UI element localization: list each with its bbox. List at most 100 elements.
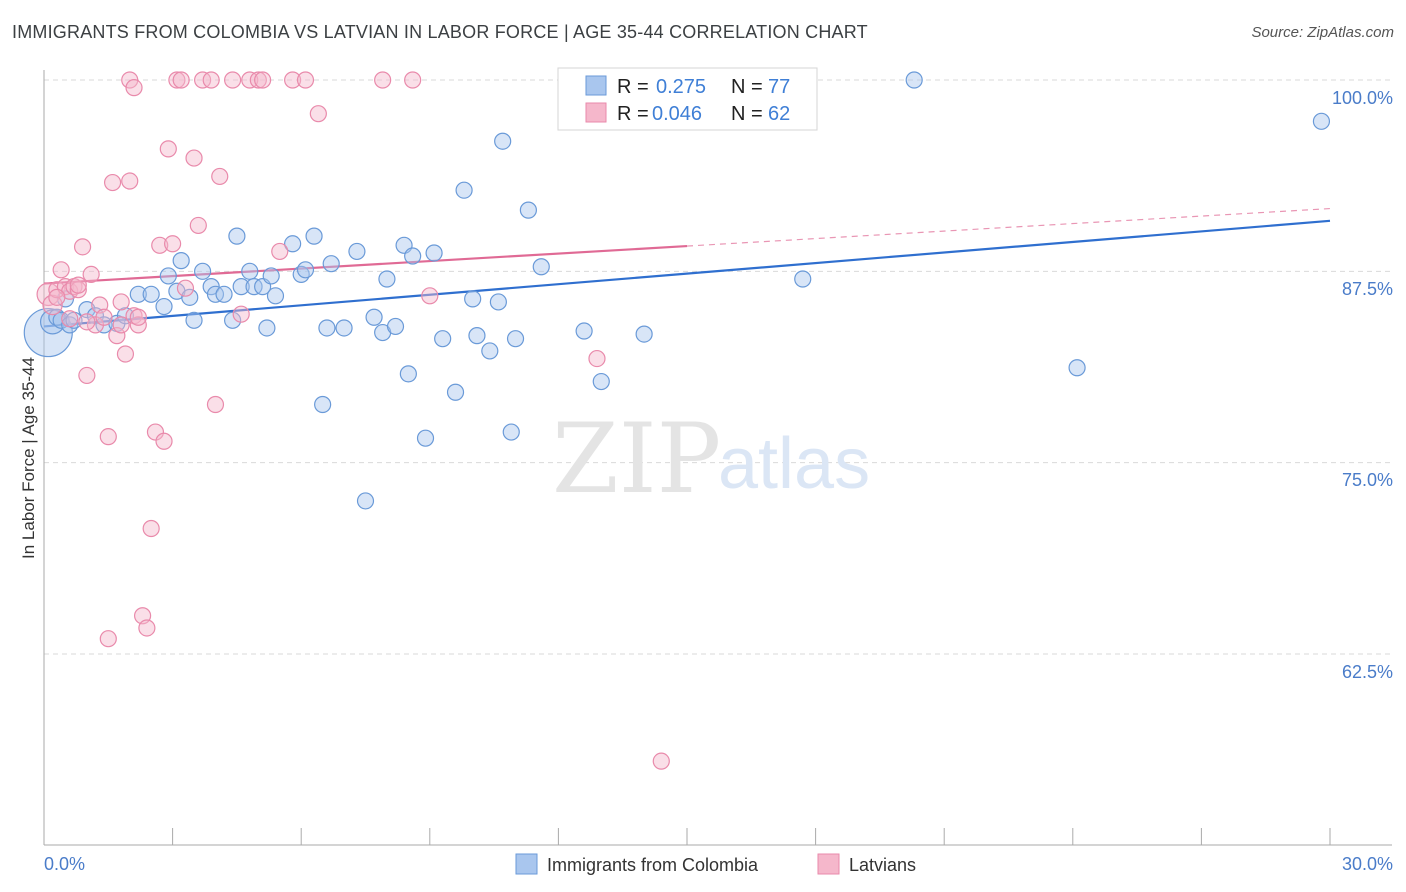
point-pink-24: [138, 619, 156, 637]
point-blue-42: [356, 492, 375, 510]
point-pink-59: [112, 316, 130, 334]
point-pink-41: [232, 305, 250, 323]
point-blue-53: [446, 383, 465, 401]
point-blue-52: [434, 330, 452, 348]
legend-n-label-blue: N =: [731, 76, 763, 98]
point-pink-30: [164, 235, 182, 253]
series-latvians-points: [36, 71, 670, 770]
point-blue-59: [494, 132, 512, 150]
point-blue-36: [305, 227, 323, 245]
point-pink-34: [185, 149, 203, 167]
point-blue-13: [142, 285, 160, 303]
point-blue-60: [502, 423, 520, 441]
point-blue-23: [215, 285, 233, 303]
point-pink-26: [146, 423, 165, 441]
point-pink-53: [652, 752, 670, 770]
legend-r-label-pink: R =: [617, 103, 649, 125]
point-pink-27: [151, 236, 169, 254]
point-blue-51: [425, 244, 443, 262]
y-tick-label-62-5: 62.5%: [1342, 662, 1393, 682]
point-pink-60: [129, 308, 147, 326]
point-blue-37: [314, 395, 332, 414]
point-blue-25: [228, 227, 246, 245]
point-blue-46: [386, 317, 405, 336]
point-blue-35: [296, 261, 315, 279]
point-pink-47: [296, 71, 315, 89]
watermark-atlas: atlas: [718, 424, 870, 504]
point-blue-3: [52, 311, 70, 329]
point-blue-24: [224, 311, 242, 329]
point-pink-19: [116, 345, 135, 363]
trend-line-pink-dashed: [686, 207, 1331, 247]
point-blue-63: [532, 258, 550, 276]
point-blue-20: [194, 262, 212, 280]
x-tick-label-min: 0.0%: [44, 854, 85, 874]
point-pink-1: [42, 294, 63, 316]
point-pink-32: [172, 71, 190, 89]
point-pink-51: [421, 287, 439, 305]
legend-r-value-blue: 0.275: [656, 76, 706, 98]
trend-lines: [43, 207, 1331, 328]
point-blue-41: [348, 242, 366, 261]
point-blue-58: [489, 293, 507, 311]
point-pink-3: [52, 261, 70, 279]
point-blue-39: [322, 255, 340, 273]
series-colombia-points: [23, 71, 1331, 510]
point-pink-14: [99, 630, 117, 648]
trend-line-pink-solid: [43, 244, 688, 285]
legend-r-label-blue: R =: [617, 76, 649, 98]
point-pink-13: [95, 308, 113, 326]
point-pink-18: [112, 293, 130, 311]
point-pink-56: [48, 288, 66, 306]
point-pink-31: [168, 71, 186, 89]
point-pink-37: [202, 71, 220, 89]
point-blue-49: [404, 247, 422, 265]
point-blue-33: [284, 235, 302, 253]
point-pink-49: [374, 71, 392, 89]
point-pink-16: [103, 173, 122, 192]
point-blue-14: [155, 297, 173, 316]
point-pink-25: [142, 519, 160, 538]
point-blue-61: [506, 330, 525, 348]
point-blue-12: [129, 285, 147, 303]
point-pink-48: [309, 105, 327, 123]
point-blue-50: [416, 429, 435, 447]
point-pink-55: [125, 79, 143, 97]
y-tick-label-100: 100.0%: [1332, 88, 1393, 108]
legend-r-value-pink: 0.046: [652, 103, 702, 125]
grid-lines: [44, 79, 1392, 655]
bottom-legend: Immigrants from Colombia Latvians: [515, 853, 916, 875]
point-pink-9: [78, 366, 96, 385]
point-pink-28: [155, 432, 173, 450]
legend-row-pink: R = 0.046 N = 62: [617, 103, 790, 125]
point-blue-68: [905, 71, 923, 89]
bottom-legend-swatch-colombia: [515, 853, 538, 875]
point-pink-20: [121, 172, 139, 190]
y-tick-label-75: 75.0%: [1342, 470, 1393, 490]
point-pink-0: [36, 282, 61, 307]
point-pink-7: [69, 281, 87, 299]
point-pink-17: [108, 327, 126, 345]
point-blue-17: [172, 252, 190, 270]
bottom-legend-swatch-latvians: [817, 853, 840, 875]
bottom-legend-label-colombia: Immigrants from Colombia: [547, 855, 759, 875]
trend-line-blue: [43, 219, 1331, 328]
point-pink-8: [73, 238, 92, 256]
point-blue-43: [365, 308, 383, 326]
point-blue-57: [481, 342, 499, 360]
point-pink-45: [271, 242, 289, 261]
legend-swatch-pink: [585, 102, 607, 123]
point-blue-48: [399, 365, 417, 383]
point-blue-18: [181, 288, 199, 306]
point-pink-10: [82, 265, 100, 283]
point-blue-26: [232, 278, 250, 296]
point-blue-30: [258, 319, 276, 337]
x-axis-ticks: [43, 828, 1331, 845]
point-pink-50: [404, 71, 422, 89]
bottom-legend-label-latvians: Latvians: [849, 855, 916, 875]
point-blue-45: [378, 270, 396, 288]
point-blue-65: [592, 372, 610, 391]
legend-n-value-pink: 62: [768, 103, 790, 125]
point-blue-7: [78, 301, 96, 319]
